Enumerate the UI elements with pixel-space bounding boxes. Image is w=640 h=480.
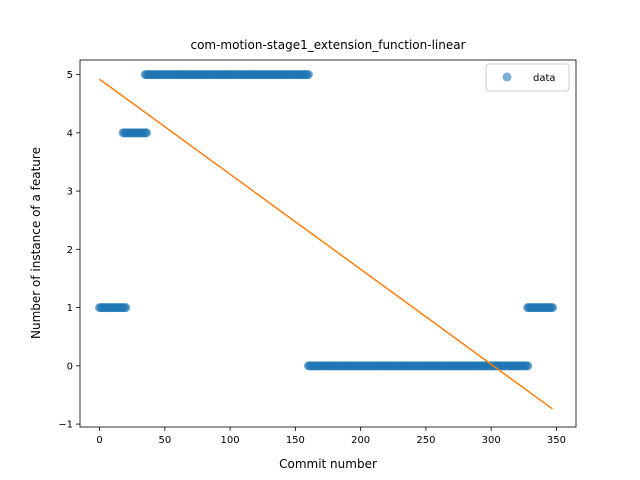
legend-label-data: data (533, 73, 556, 84)
x-tick-label: 300 (482, 435, 501, 446)
x-tick-label: 350 (547, 435, 566, 446)
x-axis-title: Commit number (279, 457, 377, 471)
plot-area (79, 59, 577, 428)
x-axis: 0 50 100 150 200 250 300 350 (96, 427, 566, 446)
y-axis: −1 0 1 2 3 4 5 (58, 70, 80, 431)
data-point (303, 70, 313, 80)
x-tick-label: 150 (286, 435, 305, 446)
y-tick-label: −1 (58, 420, 73, 431)
chart-title: com-motion-stage1_extension_function-lin… (190, 38, 465, 52)
x-tick-label: 250 (416, 435, 435, 446)
series-data (95, 70, 558, 371)
y-tick-label: 0 (67, 361, 73, 372)
data-point (523, 361, 533, 371)
data-point (548, 303, 558, 313)
y-tick-label: 1 (67, 303, 73, 314)
x-tick-label: 0 (96, 435, 102, 446)
data-point (121, 303, 131, 313)
plot-frame (79, 59, 577, 428)
legend-box (485, 63, 570, 92)
x-tick-label: 50 (158, 435, 171, 446)
y-axis-title: Number of instance of a feature (29, 147, 43, 339)
legend-marker-data (502, 72, 512, 82)
legend: data (485, 63, 570, 92)
y-tick-label: 2 (67, 245, 73, 256)
y-tick-label: 3 (67, 187, 73, 198)
x-tick-label: 200 (351, 435, 370, 446)
y-tick-label: 4 (67, 128, 73, 139)
x-tick-label: 100 (221, 435, 240, 446)
y-tick-label: 5 (67, 70, 73, 81)
series-fit-line (99, 78, 553, 410)
data-point (142, 128, 152, 138)
